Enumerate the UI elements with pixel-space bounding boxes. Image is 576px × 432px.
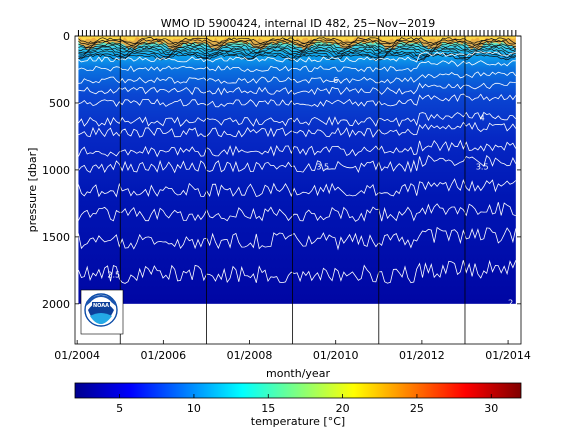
- contour-label: 3.5: [476, 163, 489, 172]
- surface-contour: [78, 44, 517, 52]
- isotherm-line: [78, 71, 517, 84]
- colorbar-tick-label: 10: [187, 402, 201, 415]
- isotherm-contours: [78, 37, 517, 284]
- isotherm-line: [78, 81, 516, 96]
- x-tick-label: 01/2006: [140, 349, 186, 362]
- isotherm-line: [78, 139, 517, 158]
- isotherm-line: [78, 111, 517, 128]
- colorbar: 5 10 15 20 25 30: [74, 382, 522, 415]
- noaa-logo: NOAA: [80, 289, 124, 335]
- surface-contour: [78, 42, 516, 50]
- colorbar-tick-label: 5: [116, 402, 123, 415]
- surface-contour: [78, 48, 516, 56]
- surface-contour: [78, 52, 516, 60]
- isotherm-line: [78, 178, 517, 198]
- colorbar-tick-label: 25: [410, 402, 424, 415]
- y-tick-label: 1000: [42, 164, 70, 177]
- isotherm-line: [78, 259, 517, 284]
- isotherm-line: [78, 202, 516, 222]
- y-tick-label: 1500: [42, 231, 70, 244]
- y-axis-label: pressure [dbar]: [26, 148, 39, 233]
- colorbar-gradient: [74, 382, 522, 399]
- colorbar-ticks: 5 10 15 20 25 30: [116, 394, 498, 415]
- colorbar-tick-label: 15: [261, 402, 275, 415]
- surface-contour: [78, 40, 516, 48]
- surface-contour: [78, 37, 516, 45]
- hot-surface-layer: [78, 36, 516, 42]
- contour-label: 3.5: [316, 163, 329, 172]
- colorbar-tick-label: 30: [484, 402, 498, 415]
- contour-labels: 6 4 3.5 3.5 2.5 2.4: [107, 76, 520, 307]
- colorbar-label: temperature [°C]: [251, 415, 345, 428]
- isotherm-line: [78, 154, 517, 174]
- x-tick-label: 01/2012: [399, 349, 445, 362]
- chart-title: WMO ID 5900424, internal ID 482, 25−Nov−…: [161, 17, 436, 30]
- y-tick-label: 2000: [42, 298, 70, 311]
- surface-contour: [78, 50, 516, 58]
- x-axis: 01/2004 01/2006 01/2008 01/2010 01/2012 01/20…: [54, 340, 531, 362]
- isotherm-line: [78, 226, 517, 251]
- svg-text:NOAA: NOAA: [93, 303, 109, 309]
- x-tick-label: 01/2008: [227, 349, 273, 362]
- isotherm-line: [78, 121, 517, 138]
- isotherm-line: [78, 60, 516, 73]
- x-axis-label: month/year: [266, 367, 330, 380]
- colorbar-tick-label: 20: [336, 402, 350, 415]
- x-tick-label: 01/2014: [485, 349, 531, 362]
- y-tick-label: 500: [49, 97, 70, 110]
- contour-label: 2.4: [508, 298, 521, 307]
- isotherm-line: [78, 93, 517, 108]
- surface-contour: [78, 53, 516, 62]
- contour-label: 4: [480, 114, 485, 123]
- x-tick-label: 01/2010: [313, 349, 359, 362]
- plot-area: 6 4 3.5 3.5 2.5 2.4 NOAA 0 500 1000 1500 2000 01/…: [42, 30, 531, 362]
- plot-frame: [74, 35, 522, 345]
- contour-label: 6: [333, 76, 338, 85]
- isotherm-line: [78, 51, 516, 63]
- contour-label: 2.5: [107, 270, 120, 279]
- y-tick-label: 0: [63, 30, 70, 43]
- temperature-field: [78, 36, 516, 304]
- y-axis: 0 500 1000 1500 2000: [42, 30, 521, 311]
- profile-ticks: [77, 30, 517, 36]
- surface-contour: [78, 38, 516, 46]
- temperature-fill: [78, 36, 516, 304]
- x-tick-label: 01/2004: [54, 349, 100, 362]
